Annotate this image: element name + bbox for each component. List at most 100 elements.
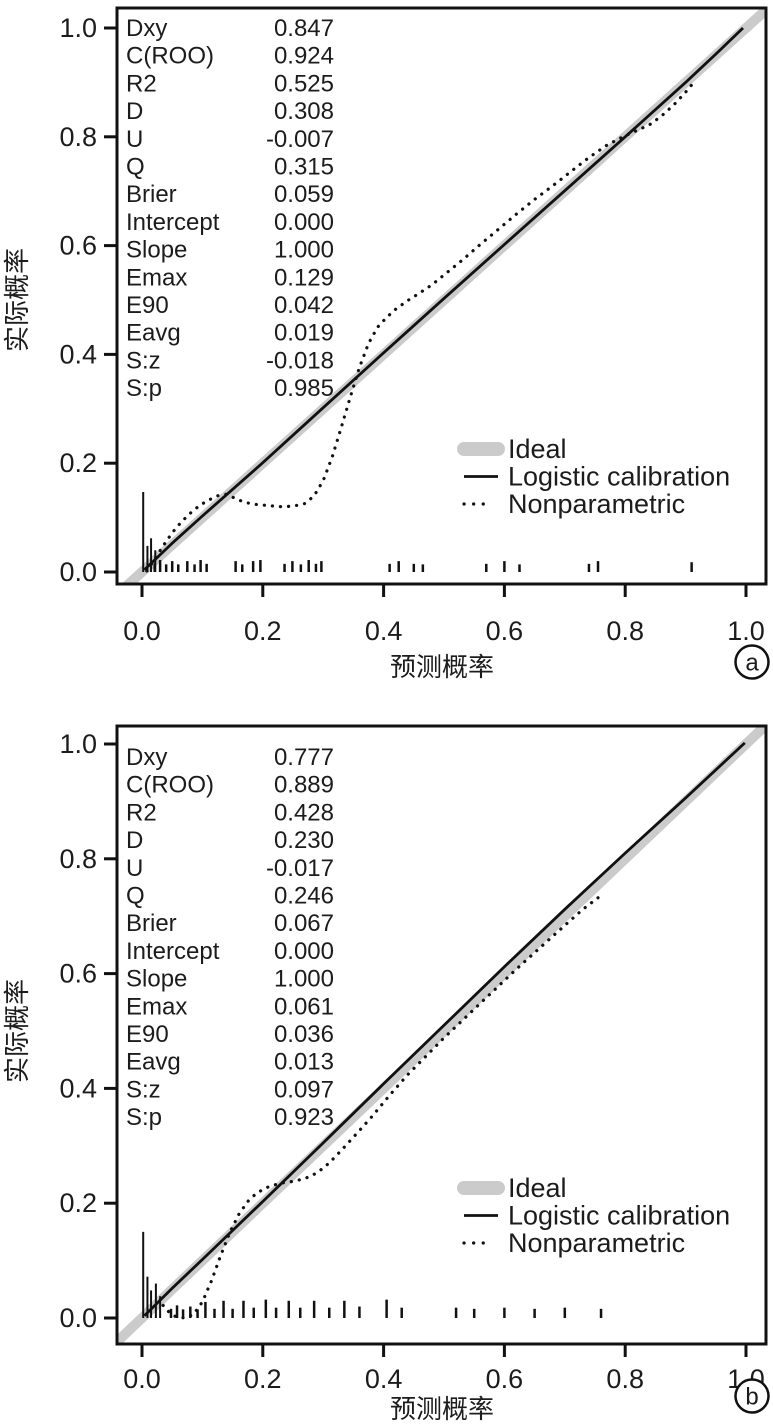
stat-label-brier: Brier [126,181,177,208]
y-axis-title: 实际概率 [2,979,32,1083]
panel-label: a [745,650,759,677]
x-axis-title: 预测概率 [390,1394,494,1424]
stat-value-d: 0.308 [274,98,334,125]
stat-label-q: Q [126,883,145,910]
x-tick-label: 1.0 [727,616,765,646]
calibration-chart-a: 0.0 0.2 0.4 0.6 0.8 1.0 0.0 0.2 0.4 0.6 0.8 1.0 预测概率… [2,6,770,682]
plot-border [115,6,768,586]
stat-value-r2: 0.428 [274,799,334,826]
stat-label-u: U [126,855,143,882]
legend-label-logistic-calibration: Logistic calibration [508,1201,730,1231]
y-tick-label: 0.8 [59,844,97,874]
stat-label-s-z: S:z [126,1076,161,1103]
stat-value-e90: 0.042 [274,292,334,319]
stat-value-intercept: 0.000 [274,209,334,236]
stat-label-dxy: Dxy [126,744,167,771]
calibration-chart-b: 0.0 0.2 0.4 0.6 0.8 1.00.00.20.40.60.81.0预测概率… [2,724,770,1424]
stat-label-emax: Emax [126,993,187,1020]
stat-value-s-p: 0.985 [274,375,334,402]
stat-value-q: 0.246 [274,883,334,910]
stat-value-emax: 0.061 [274,993,334,1020]
series-logistic-calibration [143,26,744,571]
legend-label-logistic-calibration: Logistic calibration [508,462,730,492]
y-tick-label: 0.0 [59,1303,97,1333]
x-tick-label: 0.8 [606,616,644,646]
stat-value-s-z: -0.018 [266,347,334,374]
y-tick-label: 0.4 [59,339,97,369]
stat-label-eavg: Eavg [126,320,181,347]
stat-value-dxy: 0.847 [274,15,334,42]
y-tick-label: 1.0 [59,13,97,43]
stat-label-r2: R2 [126,70,157,97]
y-tick-label: 0.4 [59,1073,97,1103]
stat-label-u: U [126,126,143,153]
legend-label-nonparametric: Nonparametric [508,489,685,519]
stat-label-s-z: S:z [126,347,161,374]
stat-label-emax: Emax [126,264,187,291]
stat-label-slope: Slope [126,237,187,264]
series-logistic-calibration [143,741,746,1317]
plot-border [115,724,768,1346]
x-tick-label: 0.6 [486,616,524,646]
x-tick-label: 0.0 [123,1364,161,1394]
x-tick-label: 0.4 [365,616,403,646]
y-tick-label: 0.6 [59,959,97,989]
stat-label-e90: E90 [126,1021,169,1048]
x-tick-label: 0.2 [244,616,282,646]
x-axis-title: 预测概率 [390,652,494,682]
stat-value-u: -0.017 [266,855,334,882]
x-tick-label: 0.8 [606,1364,644,1394]
stat-value-slope: 1.000 [274,966,334,993]
stat-value-u: -0.007 [266,126,334,153]
y-tick-label: 1.0 [59,729,97,759]
stat-value-eavg: 0.013 [274,1049,334,1076]
stat-label-intercept: Intercept [126,938,220,965]
stat-value-emax: 0.129 [274,264,334,291]
calibration-panel-b: 0.0 0.2 0.4 0.6 0.8 1.0 0.0 0.2 0.4 0.6 0.8 1.0 预测概率… [0,700,773,1426]
stat-label-c-roo-: C(ROO) [126,43,214,70]
x-tick-label: 0.6 [486,1364,524,1394]
stat-label-slope: Slope [126,966,187,993]
calibration-panel-a: 0.0 0.2 0.4 0.6 0.8 1.0 0.0 0.2 0.4 0.6 0.8 1.0 预测概率… [0,0,773,700]
stat-label-brier: Brier [126,910,177,937]
stat-label-d: D [126,827,143,854]
stat-label-s-p: S:p [126,375,162,402]
stat-label-e90: E90 [126,292,169,319]
stat-value-slope: 1.000 [274,237,334,264]
y-tick-label: 0.2 [59,1188,97,1218]
stat-value-d: 0.230 [274,827,334,854]
stat-value-brier: 0.059 [274,181,334,208]
stat-value-r2: 0.525 [274,70,334,97]
legend-label-nonparametric: Nonparametric [508,1228,685,1258]
stat-value-q: 0.315 [274,154,334,181]
stat-value-c-roo-: 0.889 [274,772,334,799]
stat-value-eavg: 0.019 [274,320,334,347]
x-tick-label: 0.0 [123,616,161,646]
stat-value-brier: 0.067 [274,910,334,937]
legend-label-ideal: Ideal [508,434,567,464]
stat-value-dxy: 0.777 [274,744,334,771]
stat-label-d: D [126,98,143,125]
legend-label-ideal: Ideal [508,1173,567,1203]
stat-value-c-roo-: 0.924 [274,43,334,70]
y-tick-label: 0.8 [59,122,97,152]
panel-label-circle [734,1378,770,1414]
stat-label-c-roo-: C(ROO) [126,772,214,799]
stat-value-s-p: 0.923 [274,1104,334,1131]
stat-label-q: Q [126,154,145,181]
stat-label-r2: R2 [126,799,157,826]
stat-label-eavg: Eavg [126,1049,181,1076]
panel-label: b [745,1384,758,1411]
stat-value-intercept: 0.000 [274,938,334,965]
x-tick-label: 0.2 [244,1364,282,1394]
y-tick-label: 0.6 [59,231,97,261]
stat-value-s-z: 0.097 [274,1076,334,1103]
y-axis-title: 实际概率 [2,248,32,352]
stat-label-intercept: Intercept [126,209,220,236]
x-tick-label: 0.4 [365,1364,403,1394]
stat-label-s-p: S:p [126,1104,162,1131]
y-tick-label: 0.0 [59,557,97,587]
stat-label-dxy: Dxy [126,15,167,42]
panel-label-circle [734,644,770,680]
